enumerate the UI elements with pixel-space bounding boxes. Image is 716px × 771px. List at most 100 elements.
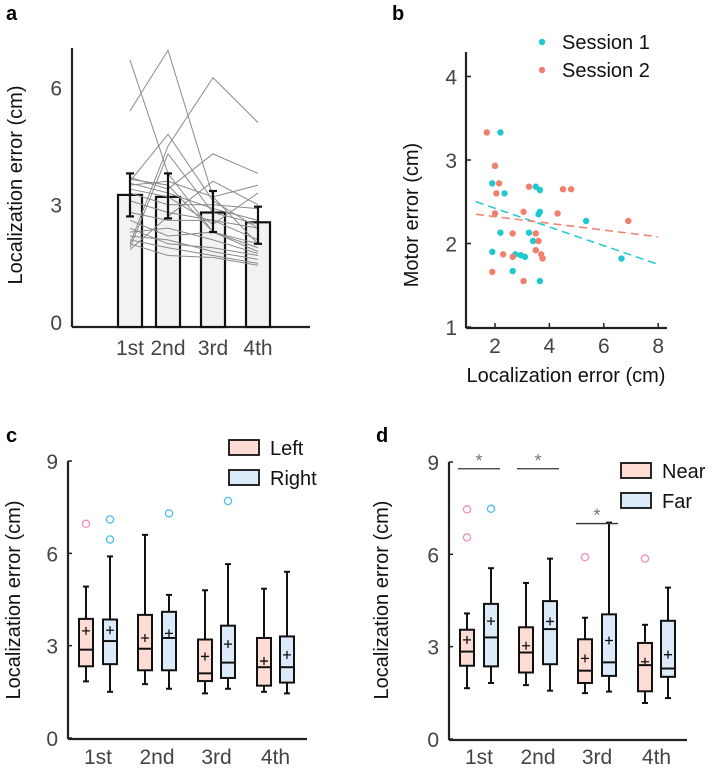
data-point-session-2 <box>493 190 500 197</box>
data-point-session-1 <box>521 253 529 261</box>
mean-marker <box>283 650 291 659</box>
data-point-session-2 <box>489 268 496 276</box>
outlier <box>486 504 496 514</box>
outlier <box>105 515 115 524</box>
outlier <box>105 535 115 544</box>
data-point-session-1 <box>582 217 590 225</box>
data-point-session-2 <box>495 180 503 187</box>
data-point-session-1 <box>536 208 544 215</box>
y-tick-label: 3 <box>427 637 439 660</box>
data-point-session-1 <box>497 129 504 136</box>
outlier <box>640 554 650 563</box>
data-point-session-2 <box>532 230 539 237</box>
x-tick-label: 2nd <box>520 746 555 769</box>
y-tick-label: 6 <box>427 544 439 567</box>
mean-marker <box>463 635 471 644</box>
subject-line <box>129 212 259 241</box>
box <box>137 613 153 672</box>
panel-label-c: c <box>6 425 17 447</box>
mean-marker <box>201 652 209 661</box>
x-tick-label: 2nd <box>150 337 185 360</box>
x-axis-label: Localization error (cm) <box>467 365 666 387</box>
data-point-session-1 <box>501 190 508 197</box>
significance-star: * <box>534 451 541 471</box>
outlier <box>462 533 472 542</box>
x-tick-label: 3rd <box>582 746 612 769</box>
x-tick-label: 6 <box>598 335 610 358</box>
mean-marker <box>106 626 114 635</box>
data-point-session-1 <box>536 277 544 285</box>
significance-star: * <box>593 506 600 526</box>
subject-line <box>129 182 259 221</box>
mean-marker <box>224 640 232 649</box>
x-tick-label: 4th <box>642 746 671 769</box>
box <box>220 624 236 679</box>
mean-marker <box>664 650 672 659</box>
legend-label: Session 1 <box>562 32 650 54</box>
data-point-session-2 <box>567 186 575 193</box>
data-point-session-2 <box>509 253 516 261</box>
x-tick-label: 4 <box>544 335 556 358</box>
outlier <box>223 496 233 506</box>
mean-marker <box>546 617 554 626</box>
y-tick-label: 2 <box>445 234 457 257</box>
data-point-session-2 <box>625 217 632 225</box>
data-point-session-1 <box>529 237 537 245</box>
mean-marker <box>141 633 149 642</box>
data-point-session-2 <box>483 129 491 136</box>
legend-label: Session 2 <box>562 60 650 82</box>
x-tick-label: 2 <box>489 335 501 358</box>
panel-d-box-chart: 0 3 6 9 1st 2nd 3rd 4th Localization error (cm) N… <box>371 451 706 769</box>
panel-label-b: b <box>392 3 404 25</box>
subject-line <box>129 235 259 260</box>
outlier <box>81 519 91 529</box>
data-point-session-2 <box>520 208 527 215</box>
data-point-session-2 <box>554 210 561 217</box>
y-tick-label: 3 <box>46 636 58 659</box>
panel-a-bar-chart: 0 3 6 1st 2nd 3rd 4th Localization error (cm) <box>5 48 310 360</box>
x-tick-label: 1st <box>116 337 144 360</box>
x-tick-label: 1st <box>84 746 112 769</box>
legend-label: Left <box>270 438 304 460</box>
data-point-session-2 <box>509 230 516 237</box>
box <box>78 617 94 668</box>
significance-star: * <box>475 451 482 471</box>
y-tick-label: 1 <box>445 317 457 340</box>
mean-marker <box>605 636 613 645</box>
subject-line <box>129 188 259 225</box>
box <box>518 626 534 674</box>
legend-label: Near <box>662 461 706 483</box>
outlier <box>462 505 472 514</box>
mean-marker <box>581 654 589 663</box>
subject-line <box>129 239 259 264</box>
x-tick-label: 2nd <box>139 746 174 769</box>
legend-swatch <box>620 492 652 509</box>
data-point-session-2 <box>491 162 499 170</box>
data-point-session-2 <box>539 255 546 262</box>
y-tick-label: 0 <box>50 312 62 335</box>
legend-label: Far <box>662 491 692 513</box>
subject-line <box>129 49 259 245</box>
box <box>601 613 617 677</box>
y-axis-label: Localization error (cm) <box>3 501 25 700</box>
subject-line <box>129 178 259 245</box>
data-point-session-1 <box>618 255 625 262</box>
subject-line <box>129 59 259 249</box>
subject-line <box>129 133 259 229</box>
fit-line <box>475 213 659 238</box>
outlier <box>580 552 590 562</box>
data-point-session-1 <box>489 248 496 256</box>
subject-line <box>129 152 259 248</box>
legend-label: Right <box>270 468 317 490</box>
y-axis-label: Localization error (cm) <box>371 501 393 700</box>
data-point-session-2 <box>525 183 533 190</box>
box <box>660 619 676 678</box>
box <box>161 610 177 672</box>
box <box>459 628 475 667</box>
mean-marker <box>641 657 649 666</box>
x-tick-label: 4th <box>261 746 290 769</box>
panel-label-d: d <box>376 425 388 447</box>
y-axis-label: Motor error (cm) <box>401 143 423 287</box>
x-tick-label: 8 <box>652 335 664 358</box>
